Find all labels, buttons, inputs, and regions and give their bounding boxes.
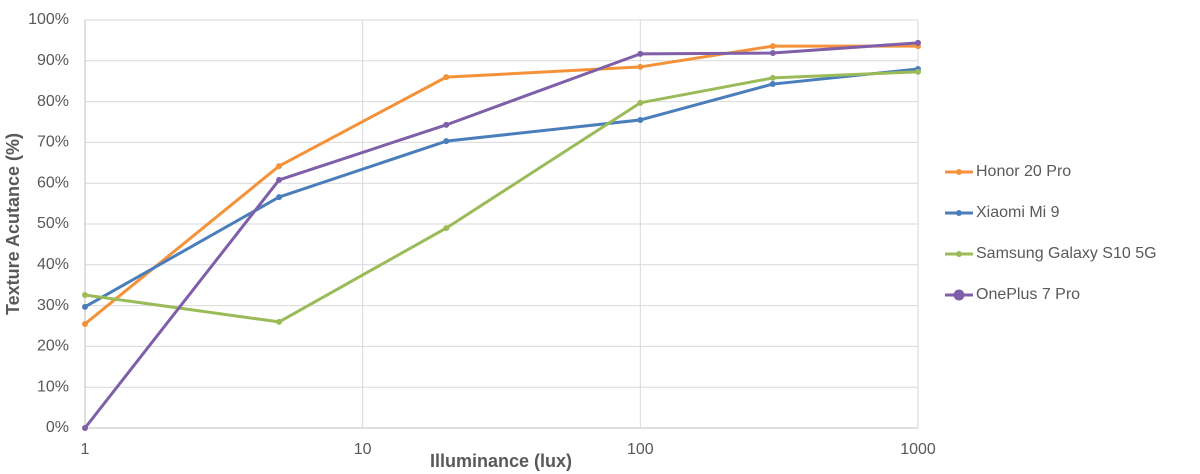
legend-label: Xiaomi Mi 9 <box>976 204 1060 221</box>
marker <box>637 50 644 57</box>
legend-item: Samsung Galaxy S10 5G <box>945 245 1157 262</box>
y-tick-label: 10% <box>37 378 69 395</box>
series <box>84 44 918 326</box>
marker <box>915 68 921 75</box>
x-axis-title: Illuminance (lux) <box>430 451 572 471</box>
marker <box>443 121 450 128</box>
marker <box>769 43 776 50</box>
x-tick-label: 1000 <box>900 441 936 458</box>
marker <box>637 99 644 106</box>
legend-item: Honor 20 Pro <box>945 163 1071 180</box>
marker <box>82 425 88 431</box>
marker <box>276 318 283 325</box>
series <box>84 67 919 309</box>
series <box>84 70 919 324</box>
y-tick-label: 30% <box>37 297 69 314</box>
legend-item: Xiaomi Mi 9 <box>945 204 1060 221</box>
marker <box>443 74 450 81</box>
marker <box>915 39 921 46</box>
y-tick-label: 100% <box>28 11 69 28</box>
marker <box>769 81 776 88</box>
series-line <box>84 70 919 324</box>
x-tick-label: 100 <box>627 441 654 458</box>
marker <box>82 320 88 327</box>
y-tick-label: 90% <box>37 52 69 69</box>
series-line <box>84 44 918 326</box>
y-tick-label: 50% <box>37 215 69 232</box>
y-tick-label: 70% <box>37 134 69 151</box>
marker <box>82 303 88 310</box>
marker <box>276 176 283 183</box>
y-tick-label: 80% <box>37 93 69 110</box>
legend-marker <box>953 289 965 301</box>
marker <box>276 163 283 170</box>
series-line <box>83 41 919 429</box>
legend-marker <box>956 169 962 175</box>
marker <box>443 225 450 232</box>
legend-marker <box>956 210 962 216</box>
marker <box>637 116 644 123</box>
series-line <box>84 67 919 309</box>
marker <box>82 291 88 298</box>
legend-item: OnePlus 7 Pro <box>945 286 1080 303</box>
legend-label: OnePlus 7 Pro <box>976 286 1080 303</box>
x-tick-label: 1 <box>81 441 90 458</box>
marker <box>443 138 450 145</box>
y-tick-label: 20% <box>37 338 69 355</box>
x-tick-label: 10 <box>354 441 372 458</box>
marker <box>276 194 283 201</box>
y-tick-label: 40% <box>37 256 69 273</box>
marker <box>769 74 776 81</box>
series <box>83 41 919 429</box>
legend-label: Honor 20 Pro <box>976 163 1071 180</box>
marker <box>769 50 776 57</box>
legend-label: Samsung Galaxy S10 5G <box>976 245 1157 262</box>
y-tick-label: 0% <box>46 419 69 436</box>
y-tick-label: 60% <box>37 174 69 191</box>
marker <box>637 63 644 70</box>
legend-marker <box>956 251 962 257</box>
y-axis-title: Texture Acutance (%) <box>3 133 23 315</box>
